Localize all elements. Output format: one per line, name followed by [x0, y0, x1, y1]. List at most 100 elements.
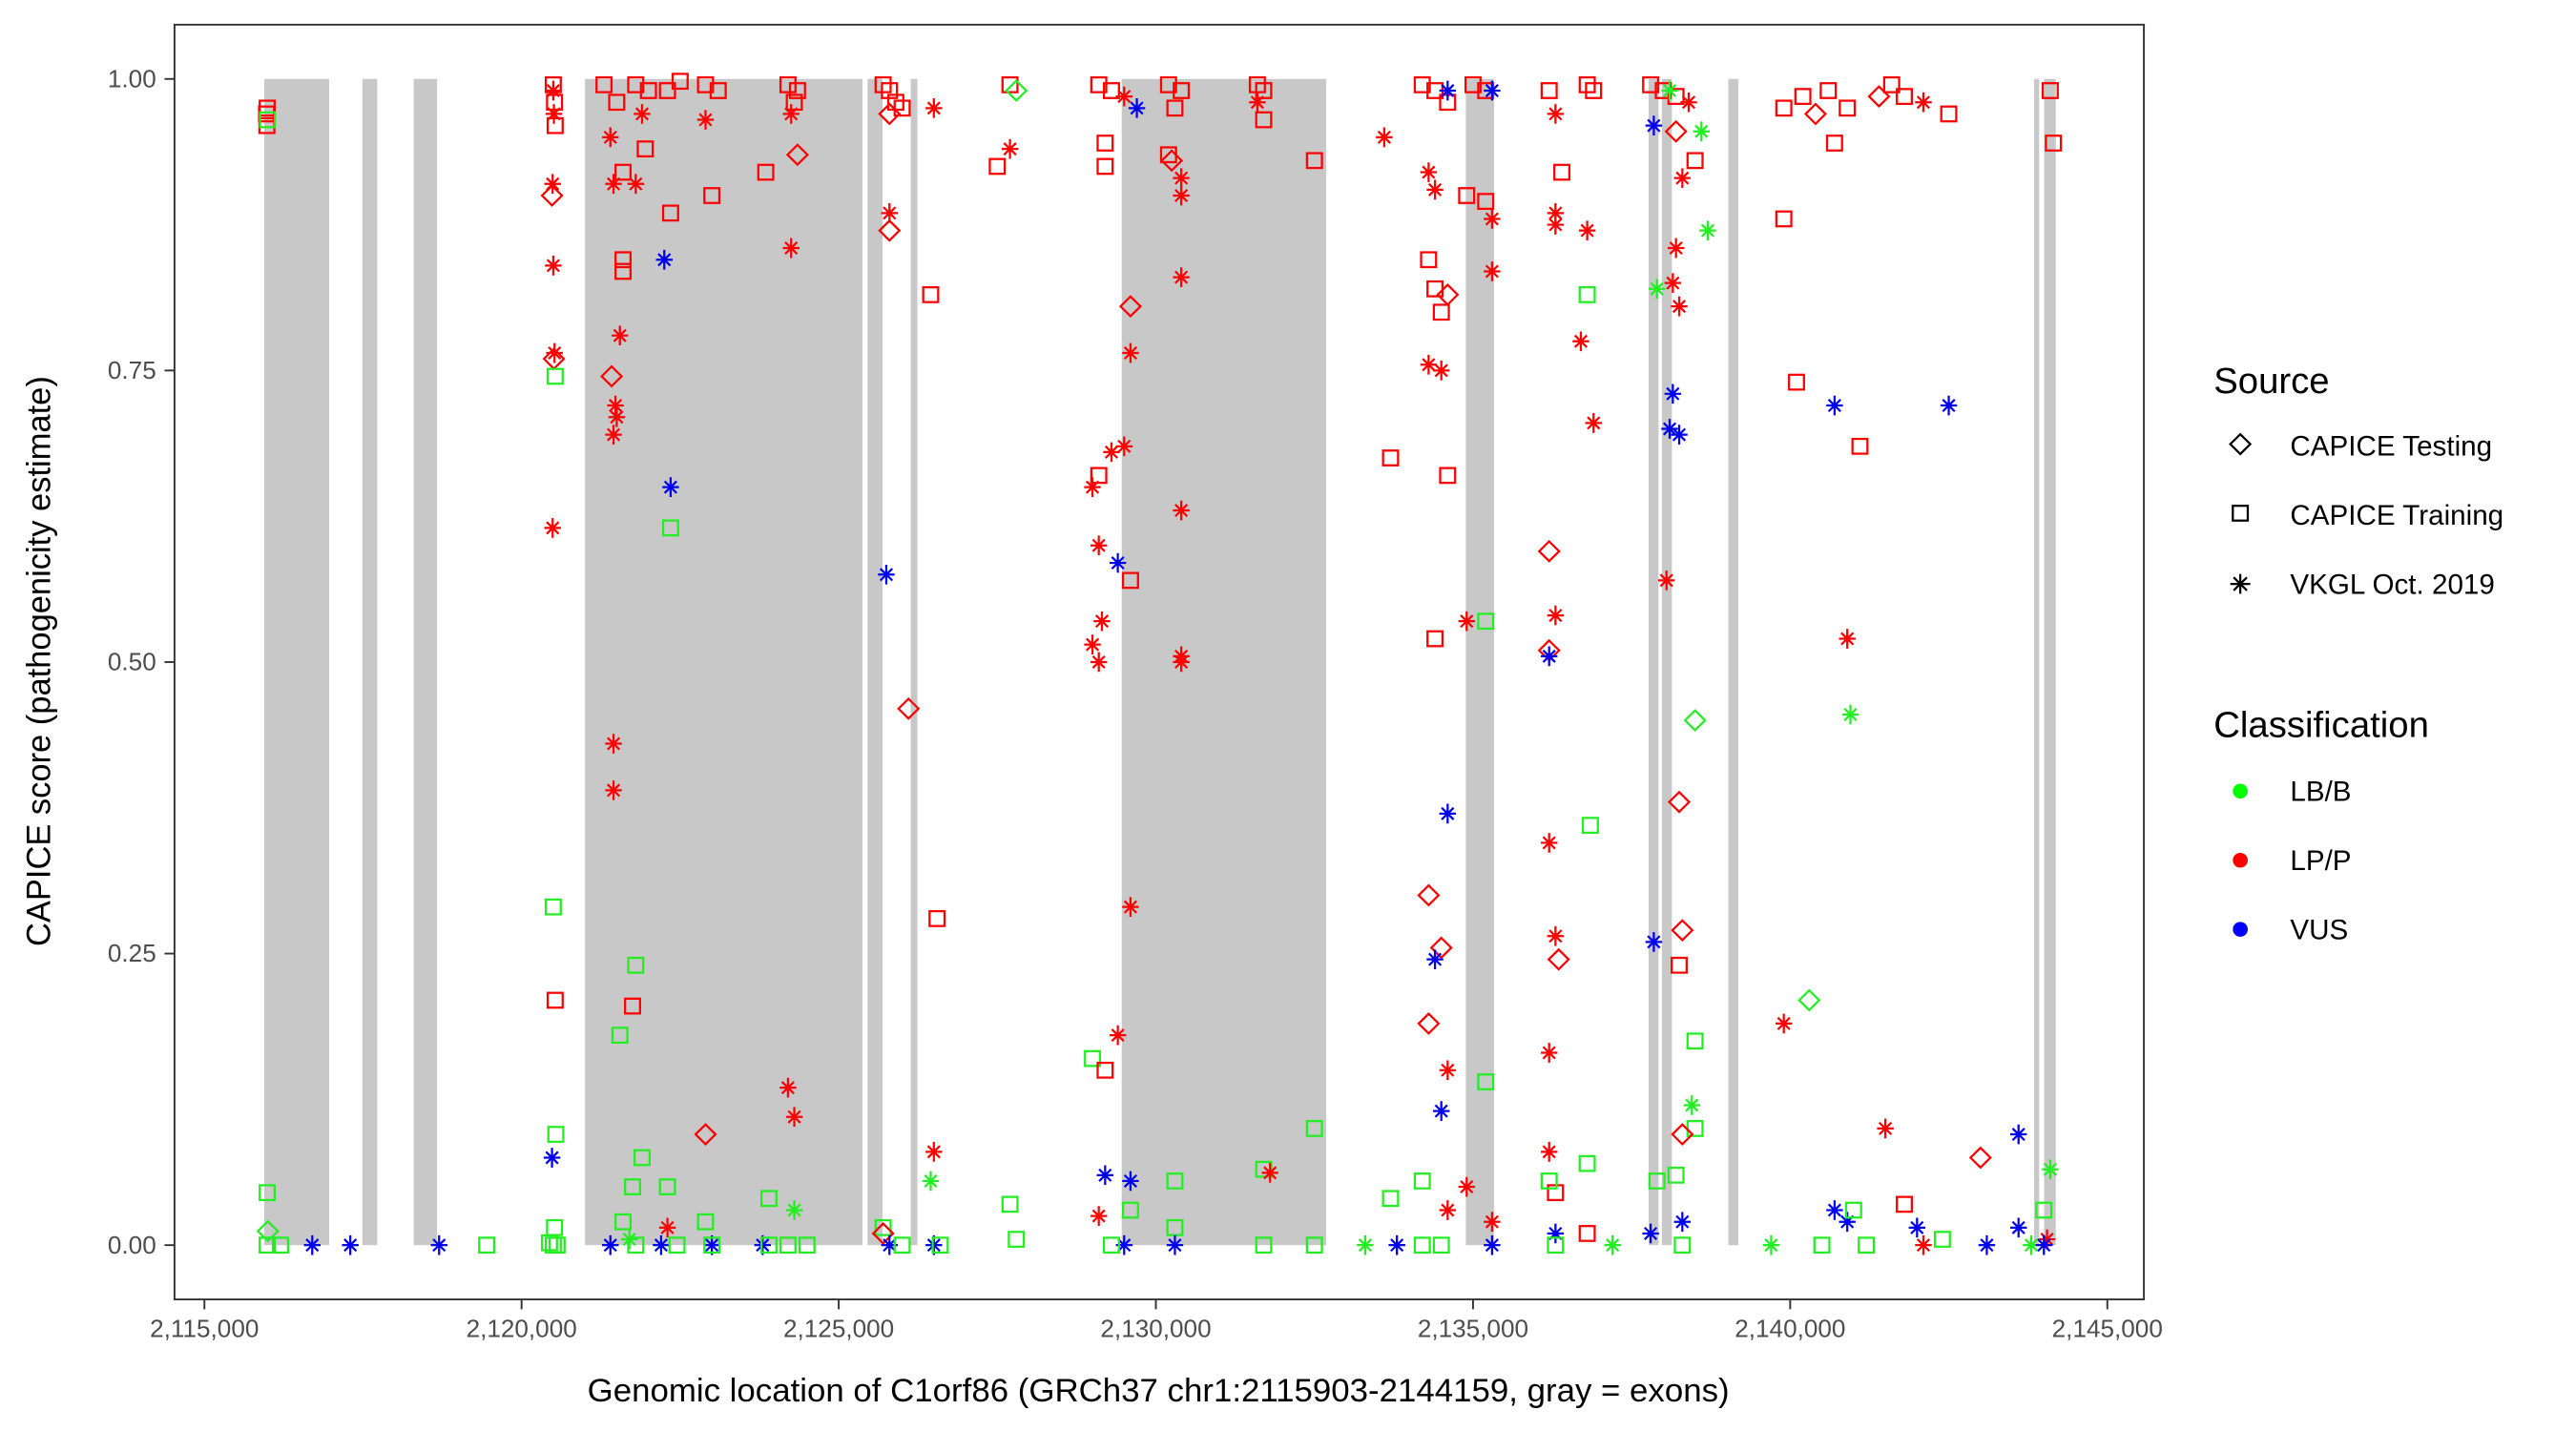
point-training: [636, 140, 654, 157]
point-vkgl: [703, 1234, 720, 1255]
point-training: [1839, 99, 1857, 117]
point-training: [639, 82, 657, 99]
point-training: [1432, 1236, 1450, 1255]
point-vkgl: [658, 1217, 676, 1238]
point-training: [671, 73, 689, 91]
point-training: [1553, 163, 1570, 181]
point-testing: [1547, 947, 1570, 971]
point-training: [759, 1190, 778, 1208]
point-training: [1686, 1032, 1704, 1050]
point-training: [259, 1236, 277, 1255]
point-training: [757, 163, 775, 181]
point-vkgl: [1484, 80, 1501, 101]
legend-item-capice-testing: CAPICE Testing: [2229, 431, 2492, 463]
point-vkgl: [1439, 1200, 1457, 1220]
point-training: [1413, 1172, 1431, 1190]
legend-label: VUS: [2290, 915, 2348, 946]
point-vkgl: [1908, 1217, 1926, 1238]
point-training: [1578, 286, 1596, 303]
point-vkgl: [922, 1171, 940, 1192]
point-training: [627, 956, 645, 974]
point-vkgl: [1084, 477, 1101, 497]
point-training: [1851, 437, 1869, 455]
point-testing: [1667, 790, 1692, 814]
point-training: [779, 1236, 797, 1255]
point-training: [1166, 99, 1184, 117]
point-vkgl: [1604, 1234, 1621, 1255]
point-training: [1667, 1166, 1685, 1184]
point-vkgl: [1661, 419, 1678, 439]
point-vkgl: [1115, 436, 1132, 457]
point-training: [1648, 1172, 1666, 1190]
point-training: [1540, 82, 1558, 99]
point-vkgl: [2038, 1229, 2056, 1250]
point-training: [614, 262, 633, 280]
point-vkgl: [925, 97, 943, 118]
point-training: [1464, 75, 1482, 93]
point-vkgl: [1693, 121, 1710, 142]
point-vkgl: [1122, 1171, 1139, 1192]
point-vkgl: [1376, 127, 1393, 148]
point-training: [272, 1236, 290, 1255]
point-training: [1578, 1154, 1596, 1172]
point-training: [544, 898, 562, 916]
asterisk-icon: [2230, 573, 2251, 594]
point-vkgl: [1484, 1212, 1501, 1233]
point-training: [1426, 630, 1444, 648]
point-vkgl: [1547, 1223, 1565, 1244]
x-tick-label: 2,145,000: [2052, 1315, 2163, 1343]
point-testing: [785, 143, 809, 167]
legend-item-lpp: LP/P: [2233, 845, 2352, 877]
y-tick-label: 0.75: [108, 356, 156, 384]
point-vkgl: [1671, 425, 1688, 445]
point-vkgl: [543, 1148, 561, 1168]
point-training: [1896, 1195, 1913, 1213]
point-training: [1432, 303, 1450, 321]
point-training: [540, 1234, 558, 1252]
point-vkgl: [1915, 1234, 1932, 1255]
point-training: [608, 93, 626, 112]
point-training: [627, 1236, 645, 1255]
x-tick-label: 2,120,000: [467, 1315, 577, 1343]
point-vkgl: [1642, 1223, 1659, 1244]
x-axis-title: Genomic location of C1orf86 (GRCh37 chr1…: [588, 1373, 1730, 1409]
point-vkgl: [1664, 273, 1682, 294]
legend-label: CAPICE Training: [2290, 500, 2503, 531]
point-training: [931, 1236, 949, 1255]
y-axis: 0.00 0.25 0.50 0.75 1.00: [108, 65, 175, 1259]
point-vkgl: [1458, 1176, 1475, 1197]
point-vkgl: [1877, 1118, 1894, 1139]
point-vkgl: [1645, 115, 1663, 135]
point-vkgl: [545, 256, 562, 276]
x-axis: 2,115,000 2,120,000 2,125,000 2,130,000 2,13…: [150, 1299, 2163, 1343]
point-vkgl: [1484, 209, 1501, 229]
x-tick-label: 2,130,000: [1100, 1315, 1211, 1343]
point-training: [661, 204, 679, 222]
exon-band: [1661, 78, 1672, 1246]
point-training: [259, 1184, 277, 1202]
point-vkgl: [754, 1234, 772, 1255]
point-vkgl: [1673, 1212, 1692, 1233]
point-training: [1844, 1201, 1862, 1219]
y-axis-title: CAPICE score (pathogenicity estimate): [21, 376, 57, 946]
point-vkgl: [1839, 1212, 1856, 1233]
point-testing: [897, 696, 921, 720]
point-vkgl: [1128, 97, 1146, 118]
point-training: [703, 187, 721, 204]
point-vkgl: [1547, 605, 1565, 626]
point-training: [658, 1178, 676, 1195]
point-vkgl: [1084, 634, 1101, 654]
exon-band: [263, 78, 329, 1246]
point-vkgl: [2009, 1124, 2027, 1145]
exon-band: [2034, 78, 2040, 1246]
point-vkgl: [342, 1234, 359, 1255]
point-vkgl: [620, 1229, 638, 1250]
point-vkgl: [1420, 354, 1438, 375]
point-training: [1096, 135, 1114, 152]
point-vkgl: [1547, 202, 1565, 223]
point-training: [874, 75, 892, 93]
point-testing: [1417, 1011, 1441, 1035]
point-training: [1673, 1236, 1692, 1255]
point-vkgl: [544, 518, 561, 538]
point-vkgl: [1585, 413, 1602, 433]
